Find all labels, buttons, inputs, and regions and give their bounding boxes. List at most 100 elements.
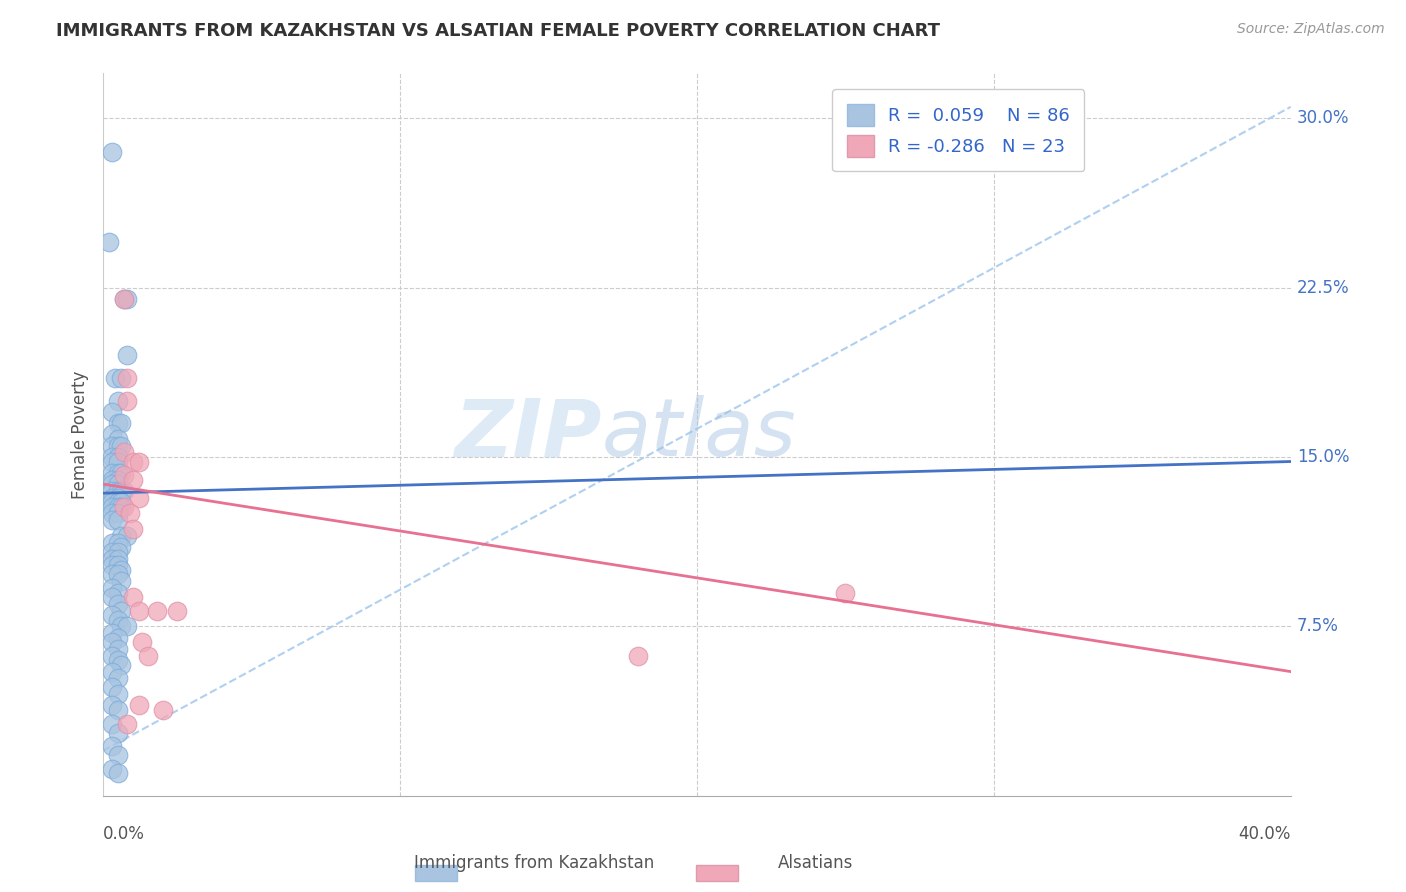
Point [112, 292, 135, 306]
Point [101, 507, 124, 521]
Text: 15.0%: 15.0% [1296, 448, 1350, 466]
Point [110, 416, 132, 430]
Point [107, 416, 129, 430]
Point [110, 529, 132, 543]
Text: 30.0%: 30.0% [1296, 109, 1350, 128]
Point [107, 631, 129, 645]
Point [101, 513, 124, 527]
Point [112, 500, 135, 514]
Point [107, 473, 129, 487]
Text: 40.0%: 40.0% [1239, 825, 1291, 843]
Legend: R =  0.059    N = 86, R = -0.286   N = 23: R = 0.059 N = 86, R = -0.286 N = 23 [832, 89, 1084, 171]
Point [101, 739, 124, 753]
Point [834, 585, 856, 599]
Point [110, 500, 132, 514]
Point [107, 507, 129, 521]
Point [101, 716, 124, 731]
Point [107, 450, 129, 464]
Text: Immigrants from Kazakhstan: Immigrants from Kazakhstan [415, 855, 654, 872]
Point [166, 604, 188, 618]
Point [115, 619, 138, 633]
Point [101, 495, 124, 509]
Point [107, 725, 129, 739]
Point [118, 507, 141, 521]
Point [101, 681, 124, 695]
Point [101, 551, 124, 566]
Text: 7.5%: 7.5% [1296, 617, 1339, 635]
Point [101, 483, 124, 498]
Point [101, 558, 124, 573]
Point [101, 545, 124, 559]
Point [101, 473, 124, 487]
Point [101, 500, 124, 514]
Point [110, 563, 132, 577]
Point [107, 687, 129, 701]
Point [107, 483, 129, 498]
Point [110, 439, 132, 453]
Point [115, 292, 138, 306]
Point [101, 581, 124, 595]
Point [136, 648, 159, 663]
Point [110, 604, 132, 618]
Point [107, 703, 129, 717]
Text: 22.5%: 22.5% [1296, 278, 1350, 296]
Point [101, 405, 124, 419]
Point [107, 567, 129, 582]
Point [101, 466, 124, 480]
Point [107, 466, 129, 480]
Point [110, 466, 132, 480]
Point [107, 642, 129, 657]
Point [101, 439, 124, 453]
Point [107, 585, 129, 599]
Point [107, 653, 129, 667]
Point [107, 551, 129, 566]
Point [128, 604, 150, 618]
Point [110, 371, 132, 385]
Point [107, 495, 129, 509]
Text: Alsatians: Alsatians [778, 855, 853, 872]
Point [107, 454, 129, 468]
Point [107, 748, 129, 763]
Point [115, 529, 138, 543]
Point [110, 574, 132, 589]
Point [107, 597, 129, 611]
Point [101, 608, 124, 623]
Point [101, 648, 124, 663]
Y-axis label: Female Poverty: Female Poverty [72, 370, 89, 499]
Point [107, 513, 129, 527]
Point [115, 371, 138, 385]
Text: 0.0%: 0.0% [103, 825, 145, 843]
Point [121, 522, 143, 536]
Point [115, 348, 138, 362]
Point [152, 703, 174, 717]
Point [101, 698, 124, 713]
Point [101, 536, 124, 550]
Point [101, 427, 124, 442]
Point [626, 648, 648, 663]
Point [121, 473, 143, 487]
Point [107, 613, 129, 627]
Point [107, 536, 129, 550]
Point [107, 672, 129, 686]
Point [115, 716, 138, 731]
Point [110, 541, 132, 555]
Point [107, 491, 129, 505]
Point [101, 590, 124, 604]
Point [101, 477, 124, 491]
Point [101, 450, 124, 464]
Point [101, 145, 124, 159]
Point [121, 454, 143, 468]
Point [128, 454, 150, 468]
Text: ZIP: ZIP [454, 395, 602, 474]
Point [115, 393, 138, 408]
Point [128, 491, 150, 505]
Point [101, 626, 124, 640]
Point [121, 590, 143, 604]
Point [131, 635, 153, 649]
Point [145, 604, 167, 618]
Point [107, 432, 129, 446]
Point [101, 762, 124, 776]
Point [104, 371, 127, 385]
Point [112, 292, 135, 306]
Point [112, 468, 135, 483]
